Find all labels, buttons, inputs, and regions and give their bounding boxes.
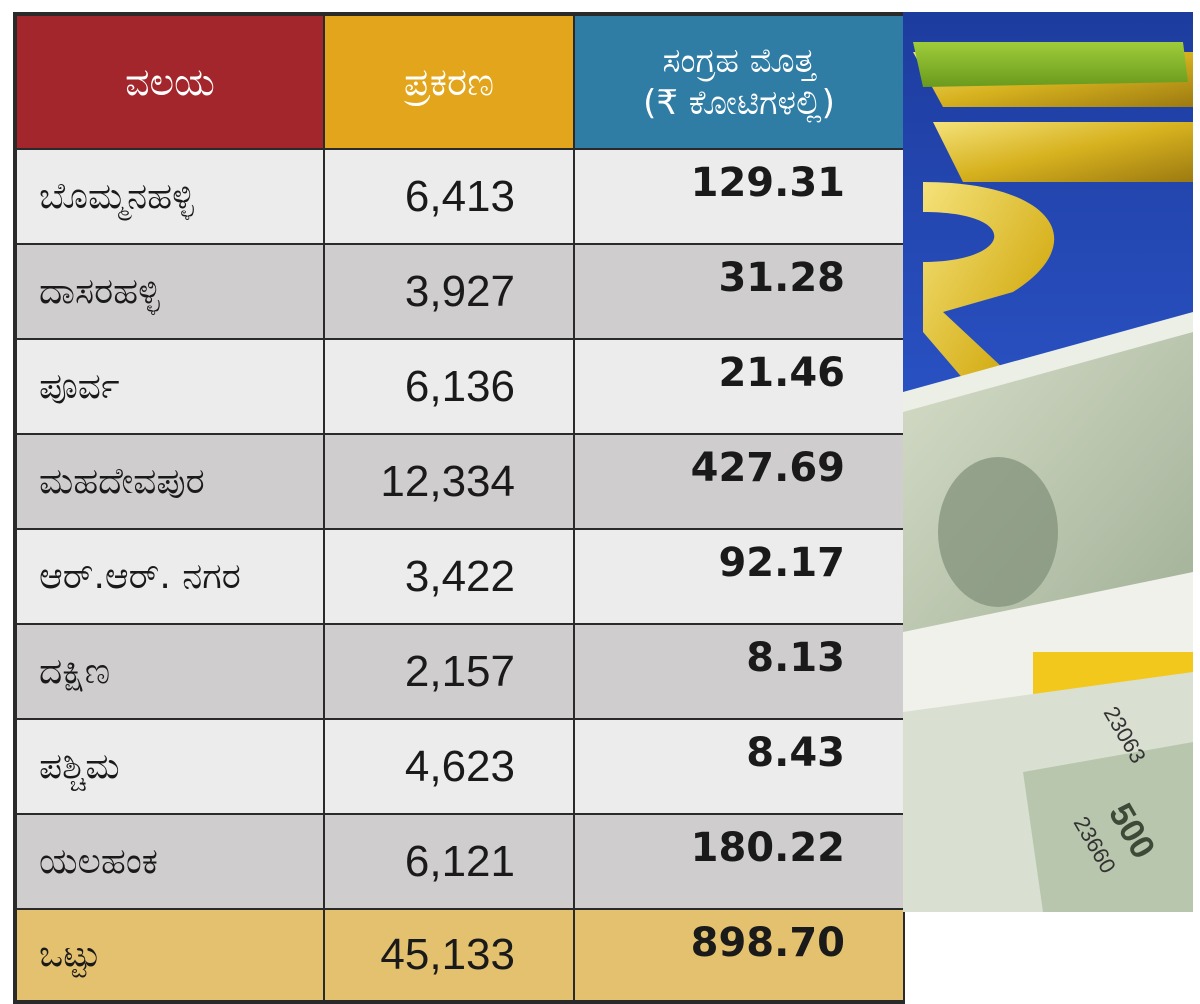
cell-zone: ಯಲಹಂಕ [15,813,325,910]
table-row: ಆರ್.ಆರ್. ನಗರ 3,422 92.17 [15,528,905,625]
cell-amount: 8.43 [573,718,905,815]
total-row: ಒಟ್ಟು 45,133 898.70 [15,908,905,1002]
cell-zone: ದಕ್ಷಿಣ [15,623,325,720]
cell-zone: ದಾಸರಹಳ್ಳಿ [15,243,325,340]
table-body: ಬೊಮ್ಮನಹಳ್ಳಿ 6,413 129.31 ದಾಸರಹಳ್ಳಿ 3,927 31.2… [15,148,905,1002]
header-amount: ಸಂಗ್ರಹ ಮೊತ್ತ (₹ ಕೋಟಿಗಳಲ್ಲಿ) [573,14,905,150]
cell-cases: 6,413 [323,148,575,245]
cell-zone: ಬೊಮ್ಮನಹಳ್ಳಿ [15,148,325,245]
cell-zone: ಪಶ್ಚಿಮ [15,718,325,815]
collection-table-container: ವಲಯ ಪ್ರಕರಣ ಸಂಗ್ರಹ ಮೊತ್ತ (₹ ಕೋಟಿಗಳಲ್ಲಿ) ಬ… [13,12,905,1004]
collection-table: ವಲಯ ಪ್ರಕರಣ ಸಂಗ್ರಹ ಮೊತ್ತ (₹ ಕೋಟಿಗಳಲ್ಲಿ) ಬ… [15,14,905,1002]
table-row: ಮಹದೇವಪುರ 12,334 427.69 [15,433,905,530]
total-cases: 45,133 [323,908,575,1002]
total-amount: 898.70 [573,908,905,1002]
table-header-row: ವಲಯ ಪ್ರಕರಣ ಸಂಗ್ರಹ ಮೊತ್ತ (₹ ಕೋಟಿಗಳಲ್ಲಿ) [15,14,905,150]
table-row: ದಾಸರಹಳ್ಳಿ 3,927 31.28 [15,243,905,340]
header-cases: ಪ್ರಕರಣ [323,14,575,150]
cell-cases: 6,136 [323,338,575,435]
cell-zone: ಪೂರ್ವ [15,338,325,435]
cell-amount: 21.46 [573,338,905,435]
cell-zone: ಆರ್.ಆರ್. ನಗರ [15,528,325,625]
total-zone: ಒಟ್ಟು [15,908,325,1002]
cell-amount: 31.28 [573,243,905,340]
cell-cases: 4,623 [323,718,575,815]
cell-cases: 2,157 [323,623,575,720]
table-row: ಬೊಮ್ಮನಹಳ್ಳಿ 6,413 129.31 [15,148,905,245]
cell-cases: 3,422 [323,528,575,625]
header-zone: ವಲಯ [15,14,325,150]
cell-cases: 3,927 [323,243,575,340]
table-row: ಯಲಹಂಕ 6,121 180.22 [15,813,905,910]
cell-amount: 427.69 [573,433,905,530]
table-row: ಪೂರ್ವ 6,136 21.46 [15,338,905,435]
header-amount-line2: (₹ ಕೋಟಿಗಳಲ್ಲಿ) [643,83,835,123]
table-row: ದಕ್ಷಿಣ 2,157 8.13 [15,623,905,720]
cell-amount: 129.31 [573,148,905,245]
cell-amount: 180.22 [573,813,905,910]
cell-amount: 8.13 [573,623,905,720]
cell-cases: 12,334 [323,433,575,530]
rupee-illustration: 23063 23660 500 [903,12,1193,912]
header-amount-line1: ಸಂಗ್ರಹ ಮೊತ್ತ [662,40,816,81]
rupee-symbol-with-banknotes-icon: 23063 23660 500 [903,12,1193,912]
table-row: ಪಶ್ಚಿಮ 4,623 8.43 [15,718,905,815]
cell-zone: ಮಹದೇವಪುರ [15,433,325,530]
cell-cases: 6,121 [323,813,575,910]
cell-amount: 92.17 [573,528,905,625]
